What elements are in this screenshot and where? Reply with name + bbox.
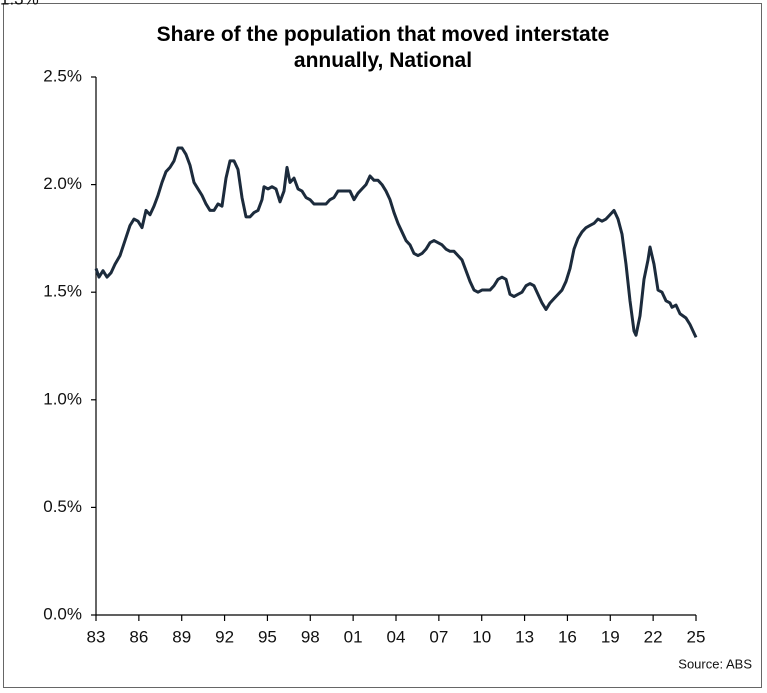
x-tick-label: 07	[429, 627, 448, 646]
x-tick-label: 25	[687, 627, 706, 646]
x-tick-label: 19	[601, 627, 620, 646]
y-tick-label: 2.0%	[43, 174, 82, 193]
x-tick-label: 01	[344, 627, 363, 646]
x-tick-label: 98	[301, 627, 320, 646]
x-tick-label: 13	[515, 627, 534, 646]
frame	[3, 3, 762, 688]
x-tick-label: 92	[215, 627, 234, 646]
source: Source: ABS	[678, 656, 752, 671]
x-tick-label: 04	[387, 627, 406, 646]
y-tick-label: 2.5%	[43, 66, 82, 85]
y-tick-label: 1.5%	[43, 282, 82, 301]
x-tick-label: 83	[87, 627, 106, 646]
x-tick-label: 10	[472, 627, 491, 646]
x-tick-label: 22	[644, 627, 663, 646]
y-tick-label: 0.0%	[43, 604, 82, 623]
x-tick-label: 16	[558, 627, 577, 646]
chart-title: Share of the population that moved inter…	[156, 23, 610, 72]
y-tick-label: 1.0%	[43, 389, 82, 408]
y-tick-label: 0.5%	[43, 497, 82, 516]
x-tick-label: 95	[258, 627, 277, 646]
line	[94, 146, 698, 339]
x-tick-label: 89	[172, 627, 191, 646]
value-label: 1.3%	[0, 0, 39, 8]
x-tick-label: 86	[129, 627, 148, 646]
